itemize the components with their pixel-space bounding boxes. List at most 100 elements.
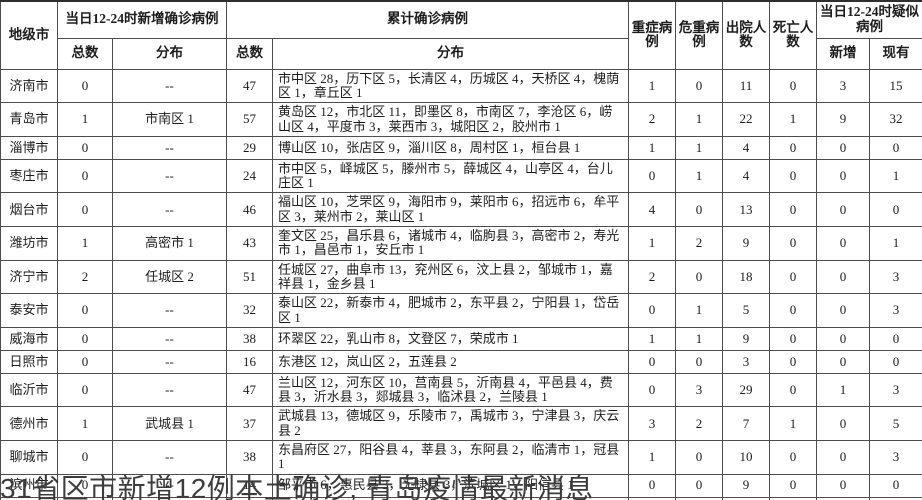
discharged-cell: 9 <box>722 226 770 261</box>
discharged-cell: 13 <box>722 192 770 228</box>
table-body: 济南市 0 -- 47 市中区 28，历下区 5，长清区 4，历城区 4，天桥区 4，槐… <box>0 68 922 500</box>
new-distribution-cell: -- <box>112 135 227 160</box>
suspected-new-cell: 0 <box>816 135 870 160</box>
header-new-total: 总数 <box>57 37 113 70</box>
new-distribution-cell: -- <box>112 372 227 408</box>
cumulative-distribution-cell: 奎文区 25，昌乐县 6，诸城市 4，临朐县 3，高密市 2，寿光市 1，昌邑市… <box>272 226 629 261</box>
suspected-existing-cell: 3 <box>869 440 922 475</box>
severe-cases-cell: 1 <box>628 440 676 475</box>
deaths-cell: 0 <box>769 192 817 228</box>
deaths-cell: 0 <box>769 326 817 351</box>
new-total-cell: 1 <box>57 406 113 442</box>
suspected-new-cell: 0 <box>816 259 870 295</box>
header-deaths: 死亡人数 <box>769 0 817 70</box>
deaths-cell: 0 <box>769 226 817 261</box>
severe-cases-cell: 0 <box>628 372 676 408</box>
new-total-cell: 1 <box>57 226 113 261</box>
critical-cases-cell: 1 <box>675 326 723 351</box>
cumulative-distribution-cell: 市中区 5，峄城区 5，滕州市 5，薛城区 4，山亭区 4，台儿庄区 1 <box>272 158 629 194</box>
severe-cases-cell: 2 <box>628 102 676 137</box>
suspected-existing-cell: 0 <box>869 326 922 351</box>
suspected-new-cell: 0 <box>816 406 870 442</box>
suspected-new-cell: 0 <box>816 158 870 194</box>
cumulative-distribution-cell: 兰山区 12，河东区 10，莒南县 5，沂南县 4，平邑县 4，费县 3，沂水县… <box>272 372 629 408</box>
table-row: 烟台市 0 -- 46 福山区 10，芝罘区 9，海阳市 9，莱阳市 6，招远市 6，牟… <box>0 192 922 228</box>
deaths-cell: 0 <box>769 293 817 328</box>
discharged-cell: 4 <box>722 158 770 194</box>
cumulative-total-cell: 51 <box>226 259 273 295</box>
suspected-existing-cell: 0 <box>869 135 922 160</box>
city-cell: 烟台市 <box>0 192 58 228</box>
discharged-cell: 9 <box>722 473 770 498</box>
discharged-cell: 4 <box>722 135 770 160</box>
severe-cases-cell: 0 <box>628 293 676 328</box>
new-total-cell: 0 <box>57 326 113 351</box>
discharged-cell: 11 <box>722 68 770 104</box>
discharged-cell: 7 <box>722 406 770 442</box>
new-total-cell: 0 <box>57 158 113 194</box>
suspected-existing-cell: 0 <box>869 192 922 228</box>
header-discharged: 出院人数 <box>722 0 770 70</box>
suspected-new-cell: 1 <box>816 372 870 408</box>
suspected-existing-cell: 0 <box>869 473 922 498</box>
header-city: 地级市 <box>0 0 58 70</box>
header-severe-cases: 重症病例 <box>628 0 676 70</box>
header-cumulative-total: 总数 <box>226 37 273 70</box>
new-distribution-cell: -- <box>112 293 227 328</box>
critical-cases-cell: 1 <box>675 102 723 137</box>
new-distribution-cell: 任城区 2 <box>112 259 227 295</box>
discharged-cell: 5 <box>722 293 770 328</box>
suspected-existing-cell: 32 <box>869 102 922 137</box>
header-critical-cases: 危重病例 <box>675 0 723 70</box>
suspected-existing-cell: 3 <box>869 259 922 295</box>
cumulative-distribution-cell: 东昌府区 27，阳谷县 4，莘县 3，东阿县 2，临清市 1，冠县 1 <box>272 440 629 475</box>
suspected-existing-cell: 15 <box>869 68 922 104</box>
table-row: 青岛市 1 市南区 1 57 黄岛区 12，市北区 11，即墨区 8，市南区 7，李沧区… <box>0 102 922 137</box>
new-distribution-cell: -- <box>112 68 227 104</box>
deaths-cell: 0 <box>769 440 817 475</box>
header-cumulative-group: 累计确诊病例 <box>226 0 629 39</box>
table-row: 潍坊市 1 高密市 1 43 奎文区 25，昌乐县 6，诸城市 4，临朐县 3，高密市 … <box>0 226 922 261</box>
table-row: 枣庄市 0 -- 24 市中区 5，峄城区 5，滕州市 5，薛城区 4，山亭区 4，台儿… <box>0 158 922 194</box>
cumulative-distribution-cell: 黄岛区 12，市北区 11，即墨区 8，市南区 7，李沧区 6，崂山区 4，平度… <box>272 102 629 137</box>
deaths-cell: 0 <box>769 473 817 498</box>
city-cell: 济南市 <box>0 68 58 104</box>
critical-cases-cell: 1 <box>675 158 723 194</box>
deaths-cell: 0 <box>769 135 817 160</box>
critical-cases-cell: 0 <box>675 192 723 228</box>
city-cell: 聊城市 <box>0 440 58 475</box>
cumulative-total-cell: 14 <box>226 473 273 498</box>
header-suspected-existing: 现有 <box>869 37 922 70</box>
new-total-cell: 0 <box>57 68 113 104</box>
suspected-new-cell: 0 <box>816 326 870 351</box>
severe-cases-cell: 1 <box>628 326 676 351</box>
suspected-existing-cell: 1 <box>869 158 922 194</box>
city-cell: 淄博市 <box>0 135 58 160</box>
new-total-cell: 0 <box>57 192 113 228</box>
new-total-cell: 0 <box>57 372 113 408</box>
suspected-new-cell: 0 <box>816 473 870 498</box>
table-row: 济南市 0 -- 47 市中区 28，历下区 5，长清区 4，历城区 4，天桥区 4，槐… <box>0 68 922 104</box>
cumulative-total-cell: 43 <box>226 226 273 261</box>
suspected-existing-cell: 1 <box>869 226 922 261</box>
new-total-cell: 0 <box>57 473 113 498</box>
cumulative-total-cell: 32 <box>226 293 273 328</box>
city-cell: 潍坊市 <box>0 226 58 261</box>
critical-cases-cell: 0 <box>675 259 723 295</box>
discharged-cell: 10 <box>722 440 770 475</box>
suspected-new-cell: 0 <box>816 192 870 228</box>
table-row: 德州市 1 武城县 1 37 武城县 13，德城区 9，乐陵市 7，禹城市 3，宁津县 … <box>0 406 922 442</box>
new-total-cell: 2 <box>57 259 113 295</box>
new-distribution-cell: 武城县 1 <box>112 406 227 442</box>
deaths-cell: 1 <box>769 102 817 137</box>
cumulative-total-cell: 16 <box>226 349 273 374</box>
suspected-new-cell: 3 <box>816 68 870 104</box>
cumulative-distribution-cell: 市中区 28，历下区 5，长清区 4，历城区 4，天桥区 4，槐荫区 1，章丘区… <box>272 68 629 104</box>
discharged-cell: 22 <box>722 102 770 137</box>
new-distribution-cell: -- <box>112 326 227 351</box>
new-total-cell: 0 <box>57 293 113 328</box>
